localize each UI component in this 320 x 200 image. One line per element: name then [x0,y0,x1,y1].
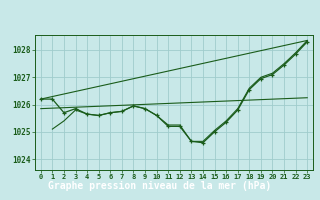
Text: Graphe pression niveau de la mer (hPa): Graphe pression niveau de la mer (hPa) [48,181,272,191]
